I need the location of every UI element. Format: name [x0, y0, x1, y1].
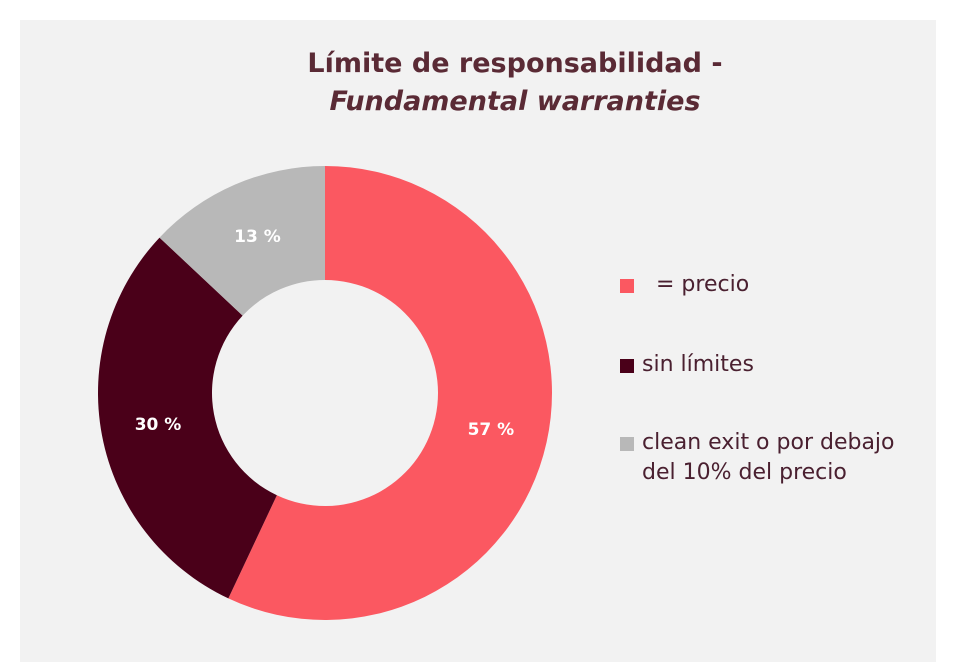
legend-label: sin límites — [642, 352, 754, 377]
legend-swatch — [620, 279, 634, 293]
donut-segment — [228, 166, 553, 620]
chart-title: Límite de responsabilidad - — [307, 48, 722, 79]
donut-segment — [159, 166, 325, 316]
legend-swatch — [620, 437, 634, 451]
legend-item: sin límites — [620, 350, 910, 380]
data-label: 13 % — [234, 227, 281, 247]
legend-item: clean exit o por debajo del 10% del prec… — [620, 428, 910, 488]
data-label: 30 % — [135, 415, 182, 435]
chart-subtitle: Fundamental warranties — [329, 86, 700, 117]
legend-label: = precio — [642, 272, 750, 297]
donut-segment — [97, 237, 277, 599]
legend-item: = precio — [620, 270, 910, 300]
legend-label: clean exit o por debajo del 10% del prec… — [642, 430, 902, 485]
legend-swatch — [620, 359, 634, 373]
data-label: 57 % — [468, 420, 515, 440]
